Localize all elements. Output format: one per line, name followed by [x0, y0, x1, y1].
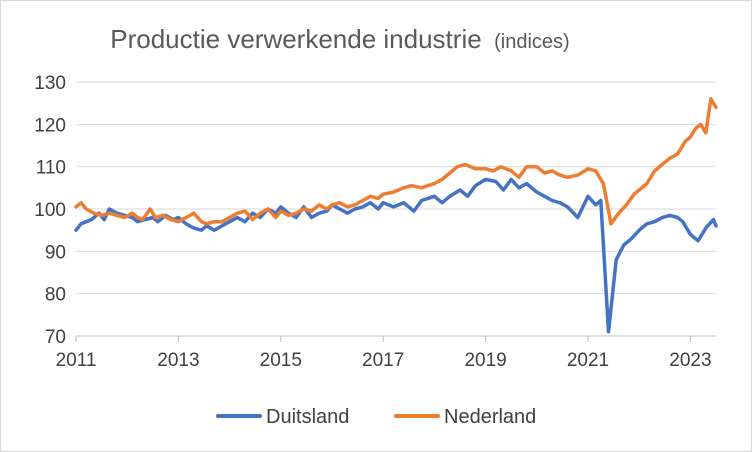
x-tick-label-2011: 2011: [56, 350, 97, 371]
y-tick-label-110: 110: [36, 158, 66, 179]
series-line-duitsland: [74, 177, 718, 334]
x-tick-label-2023: 2023: [669, 350, 711, 371]
y-tick-label-80: 80: [45, 285, 66, 306]
chart-title: Productie verwerkende industrie (indices…: [110, 24, 569, 54]
y-tick-label-120: 120: [34, 115, 66, 136]
x-tick-label-2021: 2021: [567, 350, 609, 371]
series-lines: [74, 97, 718, 334]
x-tick-label-2013: 2013: [157, 350, 199, 371]
gridlines: [76, 81, 716, 295]
y-tick-label-90: 90: [45, 242, 66, 263]
y-tick-label-100: 100: [34, 200, 66, 221]
x-tick-label-2015: 2015: [260, 350, 302, 371]
series-line-nederland: [74, 97, 718, 226]
legend: Duitsland Nederland: [216, 406, 536, 428]
x-tick-label-2017: 2017: [362, 350, 404, 371]
y-tick-label-130: 130: [34, 73, 66, 94]
legend-label-duitsland: Duitsland: [266, 406, 349, 428]
chart-title-subtitle: (indices): [494, 31, 570, 53]
legend-label-nederland: Nederland: [444, 406, 536, 428]
chart-title-main: Productie verwerkende industrie: [110, 24, 481, 54]
axes: 70 80 90 100 110 120 130 2011 2013 2015 2017 2019 20…: [34, 73, 716, 371]
x-tick-label-2019: 2019: [464, 350, 506, 371]
y-tick-label-70: 70: [45, 327, 66, 348]
